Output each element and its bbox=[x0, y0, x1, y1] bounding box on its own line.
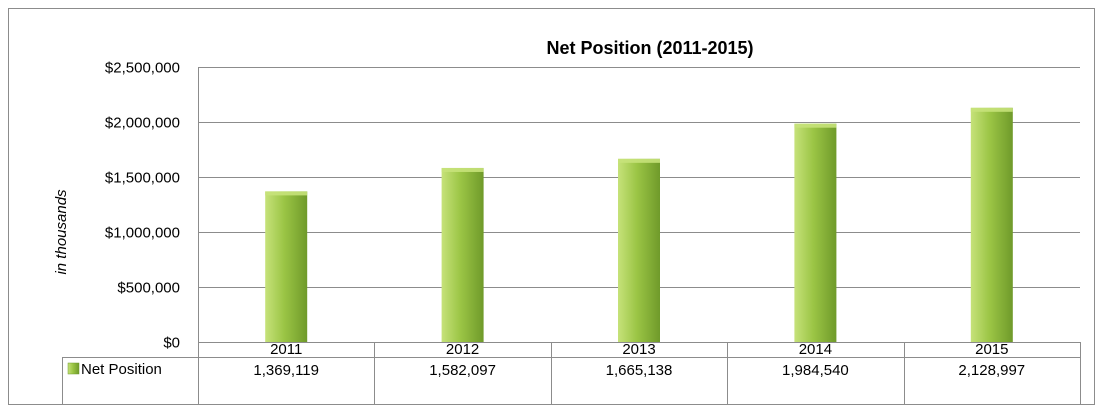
category-label: 2015 bbox=[975, 341, 1008, 358]
y-tick-label: $1,500,000 bbox=[105, 170, 180, 187]
bar-2011 bbox=[265, 191, 308, 342]
legend-swatch bbox=[67, 362, 80, 375]
bars bbox=[265, 107, 1013, 343]
bar-2014 bbox=[794, 123, 837, 343]
y-tick-label: $500,000 bbox=[117, 280, 180, 297]
y-tick-label: $2,500,000 bbox=[105, 60, 180, 77]
category-label: 2014 bbox=[799, 341, 832, 358]
category-label: 2011 bbox=[270, 341, 302, 358]
bar-2013 bbox=[618, 158, 660, 342]
y-tick-label: $0 bbox=[163, 335, 180, 352]
y-tick-label: $2,000,000 bbox=[105, 115, 180, 132]
y-axis-ticks: $0 $500,000 $1,000,000 $1,500,000 $2,000,000… bbox=[105, 60, 180, 352]
y-tick-label: $1,000,000 bbox=[105, 225, 180, 242]
value-label: 2,128,997 bbox=[958, 362, 1025, 379]
value-label: 1,984,540 bbox=[782, 362, 849, 379]
legend-label: Net Position bbox=[81, 361, 162, 378]
chart-title: Net Position (2011-2015) bbox=[546, 38, 753, 58]
value-label: 1,582,097 bbox=[429, 362, 496, 379]
category-label: 2012 bbox=[446, 341, 479, 358]
bar-2015 bbox=[970, 107, 1013, 342]
chart-frame bbox=[8, 8, 1095, 405]
category-label: 2013 bbox=[622, 341, 655, 358]
y-axis-label: in thousands bbox=[53, 189, 70, 275]
value-label: 1,665,138 bbox=[606, 362, 673, 379]
value-label: 1,369,119 bbox=[253, 362, 319, 379]
bar-2012 bbox=[441, 167, 484, 342]
